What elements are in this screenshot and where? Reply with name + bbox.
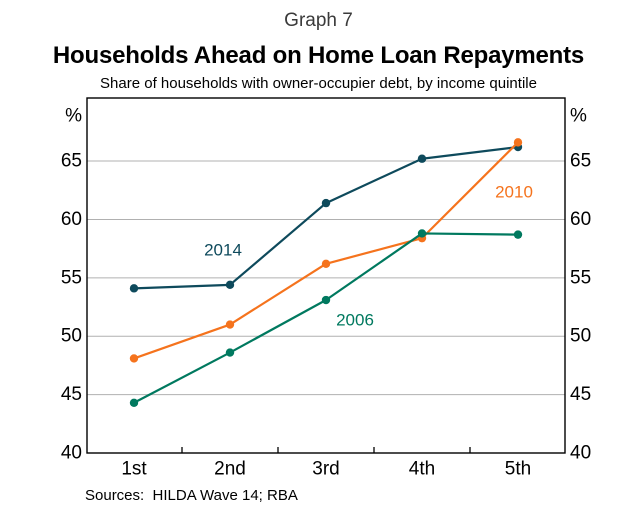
series-line-2006 xyxy=(133,232,519,404)
data-point-2006-5th xyxy=(513,230,523,239)
data-point-2006-2nd xyxy=(225,348,235,357)
series-label-2014: 2014 xyxy=(204,241,242,260)
y-axis-label-left: 65 xyxy=(61,151,82,172)
chart-title: Households Ahead on Home Loan Repayments xyxy=(52,42,585,69)
data-point-2010-1st xyxy=(129,354,139,363)
x-axis-label-5th: 5th xyxy=(505,459,531,480)
chart-subtitle: Share of households with owner-occupier … xyxy=(100,75,537,92)
y-axis-label-left: 45 xyxy=(61,384,82,405)
y-axis-label-left: 50 xyxy=(61,326,82,347)
x-axis-label-4th: 4th xyxy=(409,459,435,480)
y-axis-label-right: 50 xyxy=(570,326,591,347)
plot-border xyxy=(86,97,566,454)
data-point-2014-4th xyxy=(417,154,427,163)
data-point-2014-2nd xyxy=(225,280,235,290)
data-point-2010-2nd xyxy=(225,320,235,329)
series-line-2010 xyxy=(133,141,519,360)
data-point-2010-3rd xyxy=(321,259,331,269)
x-axis-label-1st: 1st xyxy=(121,459,147,480)
y-axis-label-right: 65 xyxy=(570,151,591,172)
y-axis-label-right: 55 xyxy=(570,267,591,288)
y-axis-label-left: 60 xyxy=(61,209,82,230)
graph-number: Graph 7 xyxy=(284,10,353,31)
series-label-2006: 2006 xyxy=(336,311,374,330)
x-axis-label-2nd: 2nd xyxy=(214,459,246,480)
data-point-2010-5th xyxy=(513,138,523,147)
y-axis-label-right: 40 xyxy=(570,443,591,464)
series-label-2010: 2010 xyxy=(495,183,533,202)
y-axis-label-left: 40 xyxy=(61,443,82,464)
y-axis-label-right: 45 xyxy=(570,384,591,405)
data-point-2014-1st xyxy=(129,284,139,293)
x-axis-label-3rd: 3rd xyxy=(312,459,339,480)
y-axis-unit-left: % xyxy=(65,106,82,127)
data-point-2014-3rd xyxy=(321,198,331,208)
data-point-2006-4th xyxy=(417,229,427,238)
y-axis-label-right: 60 xyxy=(570,209,591,230)
y-axis-unit-right: % xyxy=(570,106,587,127)
y-axis-label-left: 55 xyxy=(61,267,82,288)
data-point-2006-3rd xyxy=(321,295,331,305)
sources-note: Sources: HILDA Wave 14; RBA xyxy=(85,487,298,504)
data-point-2006-1st xyxy=(129,398,139,407)
